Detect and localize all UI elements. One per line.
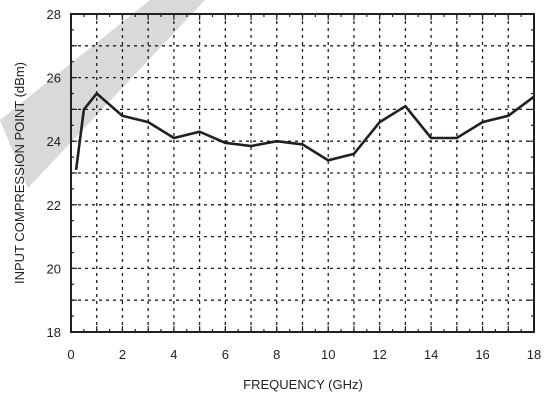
y-axis-label: INPUT COMPRESSION POINT (dBm) (12, 62, 27, 284)
x-tick-label: 10 (321, 347, 335, 362)
x-tick-label: 0 (67, 347, 74, 362)
y-tick-label: 26 (47, 71, 61, 86)
x-tick-label: 2 (119, 347, 126, 362)
x-tick-label: 6 (222, 347, 229, 362)
series-line (74, 91, 535, 170)
x-tick-label: 12 (372, 347, 386, 362)
y-tick-label: 18 (47, 325, 61, 340)
y-tick-label: 20 (47, 261, 61, 276)
x-tick-label: 16 (475, 347, 489, 362)
x-tick-label: 4 (170, 347, 177, 362)
y-tick-label: 22 (47, 198, 61, 213)
x-tick-label: 14 (424, 347, 438, 362)
y-tick-label: 28 (47, 7, 61, 22)
ticks (70, 13, 535, 333)
x-axis-label: FREQUENCY (GHz) (243, 377, 363, 392)
y-tick-label: 24 (47, 134, 61, 149)
x-tick-labels: 0 2 4 6 8 10 12 14 16 18 (67, 347, 541, 362)
watermark-band (0, 0, 205, 188)
y-tick-labels: 18 20 22 24 26 28 (47, 7, 61, 340)
grid (71, 14, 534, 332)
x-tick-label: 18 (527, 347, 541, 362)
x-tick-label: 8 (273, 347, 280, 362)
